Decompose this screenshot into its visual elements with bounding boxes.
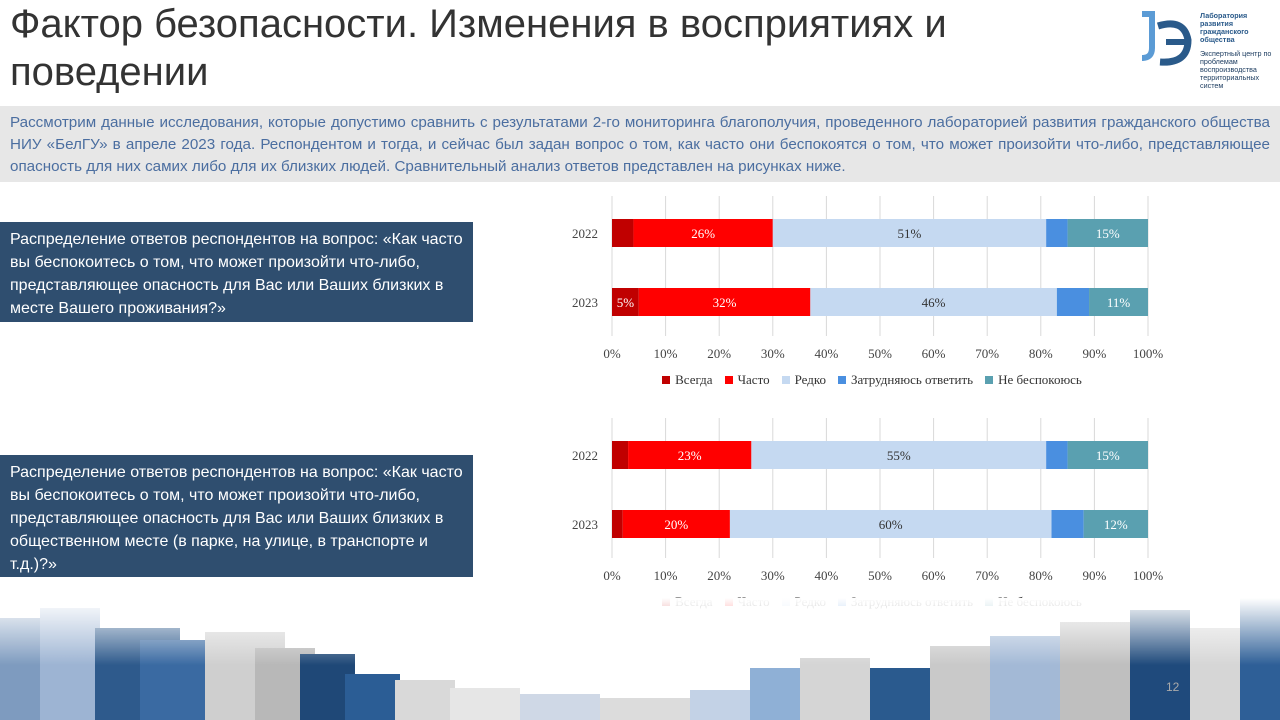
x-tick-label: 60% bbox=[922, 346, 946, 361]
logo-line-1: Лаборатория развития гражданского общест… bbox=[1200, 11, 1249, 44]
chart-public-place: 0% 10% 20% 30% 40% 50% 60% 70% 80% 90% 100% 2022 23%… bbox=[562, 418, 1182, 609]
bar-segment bbox=[638, 288, 811, 316]
y-category-label: 2023 bbox=[572, 295, 598, 310]
bar-segment bbox=[612, 510, 623, 538]
x-tick-label: 20% bbox=[707, 568, 731, 583]
slide-title: Фактор безопасности. Изменения в восприя… bbox=[10, 2, 947, 94]
question-box-1: Распределение ответов респондентов на во… bbox=[0, 222, 473, 322]
x-tick-label: 0% bbox=[603, 346, 621, 361]
x-tick-label: 50% bbox=[868, 346, 892, 361]
chart-legend: Всегда Часто Редко Затрудняюсь ответить Не б… bbox=[562, 372, 1182, 388]
chart-residence: 0% 10% 20% 30% 40% 50% 60% 70% 80% 90% 100% 2022 26%… bbox=[562, 196, 1182, 387]
bar-segment bbox=[622, 510, 730, 538]
data-label: 20% bbox=[664, 517, 688, 532]
x-tick-label: 30% bbox=[761, 568, 785, 583]
legend-item: Всегда bbox=[662, 372, 713, 388]
x-tick-label: 10% bbox=[654, 346, 678, 361]
legend-swatch bbox=[838, 376, 847, 384]
bar-segment bbox=[1046, 441, 1068, 469]
legend-swatch bbox=[781, 376, 790, 384]
bar-segment bbox=[1067, 441, 1148, 469]
bar-segment bbox=[1051, 510, 1084, 538]
data-label: 15% bbox=[1096, 448, 1120, 463]
data-label: 15% bbox=[1096, 226, 1120, 241]
bar-segment bbox=[612, 288, 639, 316]
x-tick-label: 90% bbox=[1082, 346, 1106, 361]
legend-item: Редко bbox=[781, 372, 827, 388]
data-label: 32% bbox=[713, 295, 737, 310]
bar-segment bbox=[1067, 219, 1148, 247]
legend-item: Затрудняюсь ответить bbox=[838, 372, 973, 388]
legend-label: Часто bbox=[737, 372, 770, 387]
x-tick-label: 70% bbox=[975, 568, 999, 583]
lab-logo: Лаборатория развития гражданского общест… bbox=[1138, 8, 1274, 90]
city-skyline-decoration bbox=[0, 598, 1280, 720]
x-tick-label: 10% bbox=[654, 568, 678, 583]
legend-label: Затрудняюсь ответить bbox=[851, 372, 974, 387]
bar-segment bbox=[1089, 288, 1148, 316]
x-tick-label: 30% bbox=[761, 346, 785, 361]
intro-text: Рассмотрим данные исследования, которые … bbox=[0, 106, 1280, 182]
bar-segment bbox=[751, 441, 1047, 469]
x-tick-label: 100% bbox=[1133, 568, 1164, 583]
chart-plot: 0% 10% 20% 30% 40% 50% 60% 70% 80% 90% 100% 2022 23%… bbox=[572, 418, 1164, 583]
x-tick-label: 60% bbox=[922, 568, 946, 583]
question-box-2: Распределение ответов респондентов на во… bbox=[0, 455, 473, 577]
bar-segment bbox=[1056, 288, 1090, 316]
bar-segment bbox=[612, 441, 629, 469]
x-tick-label: 0% bbox=[603, 568, 621, 583]
chart-plot: 0% 10% 20% 30% 40% 50% 60% 70% 80% 90% 100% 2022 26%… bbox=[572, 196, 1164, 361]
bar-segment bbox=[1046, 219, 1068, 247]
data-label: 55% bbox=[887, 448, 911, 463]
bar-segment bbox=[628, 441, 752, 469]
bar-segment bbox=[772, 219, 1047, 247]
logo-line-2: Экспертный центр по проблемам воспроизво… bbox=[1200, 49, 1272, 90]
x-tick-label: 40% bbox=[814, 346, 838, 361]
legend-label: Редко bbox=[794, 372, 827, 387]
legend-item: Не беспокоюсь bbox=[985, 372, 1082, 388]
y-category-label: 2022 bbox=[572, 448, 598, 463]
legend-label: Не беспокоюсь bbox=[998, 372, 1082, 387]
data-label: 46% bbox=[922, 295, 946, 310]
data-label: 60% bbox=[879, 517, 903, 532]
legend-swatch bbox=[985, 376, 994, 384]
x-tick-label: 100% bbox=[1133, 346, 1164, 361]
lab-logo-mark bbox=[1141, 11, 1192, 66]
x-tick-label: 70% bbox=[975, 346, 999, 361]
x-tick-label: 90% bbox=[1082, 568, 1106, 583]
x-tick-label: 20% bbox=[707, 346, 731, 361]
bar-segment bbox=[612, 219, 634, 247]
legend-label: Всегда bbox=[675, 372, 713, 387]
data-label: 26% bbox=[691, 226, 715, 241]
y-category-label: 2023 bbox=[572, 517, 598, 532]
y-category-label: 2022 bbox=[572, 226, 598, 241]
data-label: 23% bbox=[678, 448, 702, 463]
data-label: 12% bbox=[1104, 517, 1128, 532]
data-label: 51% bbox=[898, 226, 922, 241]
data-label: 11% bbox=[1107, 295, 1131, 310]
x-tick-label: 80% bbox=[1029, 568, 1053, 583]
legend-swatch bbox=[662, 376, 671, 384]
bar-segment bbox=[810, 288, 1057, 316]
bar-segment bbox=[1083, 510, 1148, 538]
data-label: 5% bbox=[617, 295, 635, 310]
x-tick-label: 50% bbox=[868, 568, 892, 583]
x-tick-label: 80% bbox=[1029, 346, 1053, 361]
bar-segment bbox=[729, 510, 1052, 538]
page-number: 12 bbox=[1166, 680, 1180, 694]
bar-segment bbox=[633, 219, 773, 247]
legend-swatch bbox=[724, 376, 733, 384]
x-tick-label: 40% bbox=[814, 568, 838, 583]
legend-item: Часто bbox=[724, 372, 770, 388]
